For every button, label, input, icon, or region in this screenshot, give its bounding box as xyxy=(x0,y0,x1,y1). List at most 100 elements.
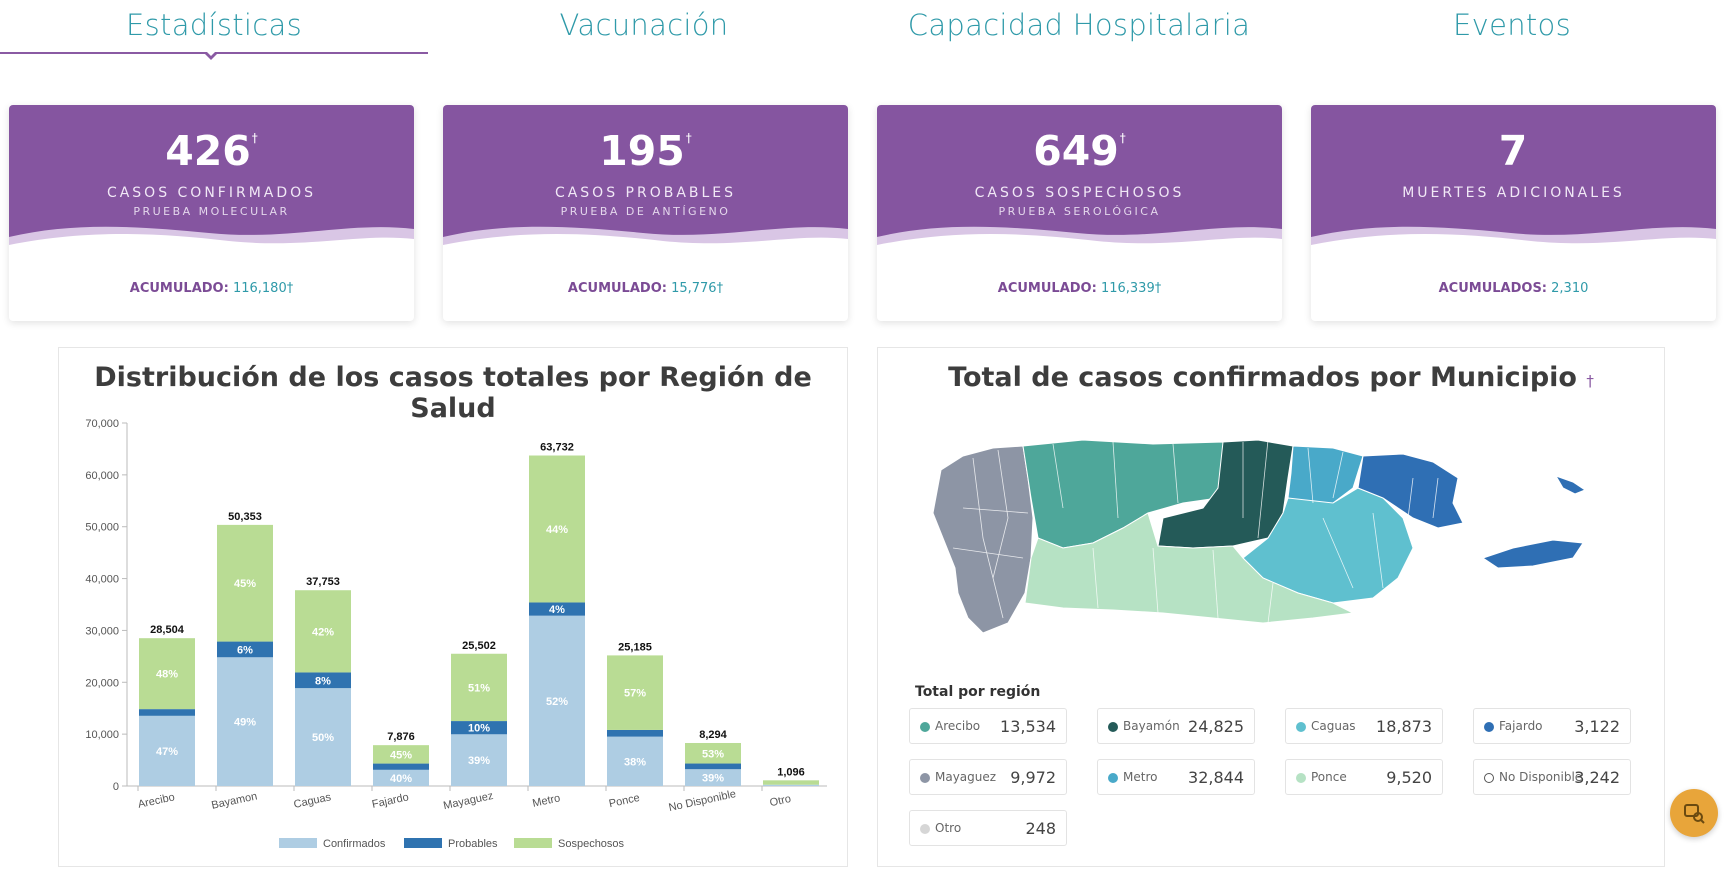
stat-card: 426† CASOS CONFIRMADOS PRUEBA MOLECULAR ACU… xyxy=(9,105,414,321)
region-name: Metro xyxy=(1123,770,1158,784)
region-totals-title: Total por región xyxy=(915,684,1041,700)
legend-label: Probables xyxy=(448,838,498,850)
bar-total-label: 1,096 xyxy=(777,766,805,778)
bar-segment-confirmados xyxy=(217,657,273,786)
y-tick-label: 0 xyxy=(113,781,119,793)
region-value: 3,122 xyxy=(1574,717,1620,736)
bar-segment-probables xyxy=(217,641,273,658)
bar-total-label: 37,753 xyxy=(306,576,340,588)
region-name: Otro xyxy=(935,821,962,835)
region-legend-item[interactable]: Mayaguez 9,972 xyxy=(909,759,1067,795)
bar-segment-probables xyxy=(607,729,663,737)
card-accumulated: ACUMULADO: 15,776† xyxy=(567,281,724,296)
region-name: Caguas xyxy=(1311,719,1356,733)
x-category-label: Metro xyxy=(531,792,561,810)
map-region-ponce[interactable] xyxy=(1024,512,1355,624)
bar-percent-label: 57% xyxy=(624,688,646,700)
card-number: 426† xyxy=(165,127,258,175)
municipal-borders xyxy=(952,439,1439,624)
region-value: 248 xyxy=(1025,819,1056,838)
region-name: Arecibo xyxy=(935,719,981,733)
stat-card: 7 MUERTES ADICIONALES ACUMULADOS: 2,310 xyxy=(1311,105,1716,321)
bar-total-label: 25,502 xyxy=(462,640,496,652)
bar-total-label: 50,353 xyxy=(228,511,262,523)
help-chat-button[interactable] xyxy=(1670,789,1718,837)
x-category-label: Arecibo xyxy=(137,791,176,810)
bar-percent-label: 10% xyxy=(468,723,490,735)
bar-percent-label: 8% xyxy=(315,675,331,687)
region-legend-item[interactable]: Ponce 9,520 xyxy=(1285,759,1443,795)
region-legend-item[interactable]: Bayamón 24,825 xyxy=(1097,708,1255,744)
bar-segment-sospechosos xyxy=(373,745,429,764)
bar-percent-label: 45% xyxy=(234,578,256,590)
region-color-dot xyxy=(1484,722,1494,732)
bar-percent-label: 42% xyxy=(312,626,334,638)
bar-segment-sospechosos xyxy=(685,742,741,764)
tab-estadisticas[interactable]: Estadísticas xyxy=(126,8,302,42)
active-tab-caret xyxy=(204,51,218,60)
legend-label: Confirmados xyxy=(323,838,386,850)
bar-segment-probables xyxy=(529,602,585,616)
bar-segment-sospechosos xyxy=(763,780,819,785)
region-color-dot xyxy=(920,722,930,732)
tab-capacidad-hospitalaria[interactable]: Capacidad Hospitalaria xyxy=(907,8,1251,42)
region-name: No Disponible xyxy=(1499,770,1583,784)
region-value: 18,873 xyxy=(1376,717,1432,736)
region-color-dot xyxy=(1108,722,1118,732)
region-legend-item[interactable]: No Disponible 3,242 xyxy=(1473,759,1631,795)
region-color-dot xyxy=(1296,722,1306,732)
card-sublabel: PRUEBA SEROLÓGICA xyxy=(998,205,1161,218)
card-accumulated: ACUMULADO: 116,339† xyxy=(997,281,1162,296)
stat-card: 195† CASOS PROBABLES PRUEBA DE ANTÍGENO ACU… xyxy=(443,105,848,321)
region-legend-item[interactable]: Otro 248 xyxy=(909,810,1067,846)
bar-percent-label: 44% xyxy=(546,524,568,536)
bar-percent-label: 38% xyxy=(624,756,646,768)
region-legend-item[interactable]: Arecibo 13,534 xyxy=(909,708,1067,744)
card-label: CASOS PROBABLES xyxy=(554,185,737,201)
bar-percent-label: 6% xyxy=(237,644,253,656)
map-region-culebra[interactable] xyxy=(1554,475,1587,495)
bar-percent-label: 50% xyxy=(312,732,334,744)
bar-segment-confirmados xyxy=(139,715,195,786)
y-tick-label: 50,000 xyxy=(85,522,119,534)
bar-chart-panel: Distribución de los casos totales por Re… xyxy=(58,347,848,867)
map-title-mark: † xyxy=(1586,372,1594,390)
bar-percent-label: 40% xyxy=(390,773,412,785)
bar-percent-label: 47% xyxy=(156,746,178,758)
tab-vacunacion[interactable]: Vacunación xyxy=(559,8,729,42)
region-color-dot xyxy=(1484,773,1494,783)
region-legend-item[interactable]: Metro 32,844 xyxy=(1097,759,1255,795)
bar-segment-sospechosos xyxy=(529,455,585,603)
map-region-vieques[interactable] xyxy=(1481,539,1584,569)
card-wave xyxy=(9,226,414,265)
region-name: Bayamón xyxy=(1123,719,1180,733)
tab-bar: Estadísticas Vacunación Capacidad Hospit… xyxy=(0,0,1731,60)
region-value: 9,520 xyxy=(1386,768,1432,787)
region-legend-item[interactable]: Fajardo 3,122 xyxy=(1473,708,1631,744)
region-color-dot xyxy=(920,824,930,834)
tab-eventos[interactable]: Eventos xyxy=(1452,8,1572,42)
region-value: 13,534 xyxy=(1000,717,1056,736)
region-legend-item[interactable]: Caguas 18,873 xyxy=(1285,708,1443,744)
region-name: Mayaguez xyxy=(935,770,997,784)
bar-percent-label: 39% xyxy=(468,755,490,767)
x-category-label: Caguas xyxy=(293,791,333,811)
card-accumulated: ACUMULADO: 116,180† xyxy=(129,281,294,296)
card-wave xyxy=(877,226,1282,265)
x-category-label: Otro xyxy=(769,793,792,809)
bar-segment-confirmados xyxy=(373,769,429,786)
x-category-label: Ponce xyxy=(608,792,641,810)
region-value: 9,972 xyxy=(1010,768,1056,787)
y-tick-label: 40,000 xyxy=(85,574,119,586)
x-category-label: Bayamon xyxy=(210,790,258,811)
bar-segment-sospechosos xyxy=(139,638,195,710)
region-value: 24,825 xyxy=(1188,717,1244,736)
x-category-label: No Disponible xyxy=(668,788,737,814)
region-name: Fajardo xyxy=(1499,719,1543,733)
stat-card: 649† CASOS SOSPECHOSOS PRUEBA SEROLÓGICA AC… xyxy=(877,105,1282,321)
bar-total-label: 28,504 xyxy=(150,624,185,636)
puerto-rico-map xyxy=(913,418,1633,648)
legend-swatch-probables xyxy=(404,838,442,848)
card-wave xyxy=(1311,226,1716,265)
map-region-fajardo[interactable] xyxy=(1357,453,1464,529)
